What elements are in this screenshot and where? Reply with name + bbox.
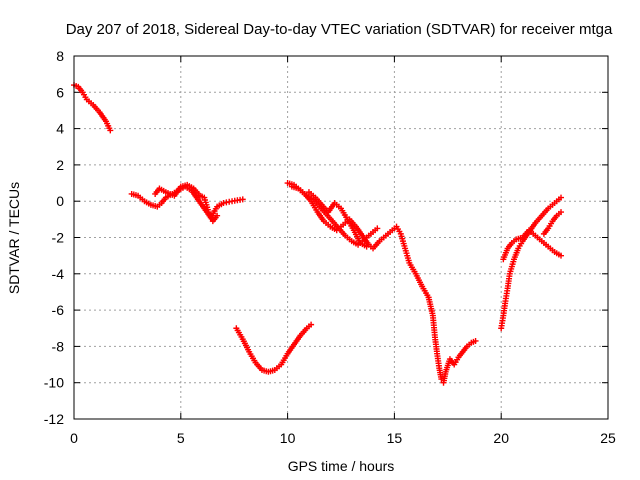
x-tick-label: 0: [70, 430, 78, 446]
y-tick-label: 0: [56, 193, 64, 209]
y-tick-label: -10: [44, 375, 64, 391]
y-tick-label: -8: [52, 338, 65, 354]
series-seg3: [233, 321, 315, 375]
x-tick-label: 15: [387, 430, 403, 446]
data-point: [214, 212, 221, 219]
series-seg4c: [305, 189, 370, 250]
series-seg4b: [288, 183, 432, 301]
series-seg6: [498, 194, 565, 332]
y-tick-label: -6: [52, 302, 65, 318]
data-point: [558, 194, 565, 201]
series-seg6c: [540, 209, 565, 237]
x-tick-label: 5: [177, 430, 185, 446]
y-tick-label: 4: [56, 121, 64, 137]
x-axis-label: GPS time / hours: [288, 458, 395, 474]
series-seg5: [425, 294, 479, 386]
data-point: [107, 127, 114, 134]
data-series: [71, 82, 565, 386]
y-tick-label: 2: [56, 157, 64, 173]
data-point: [558, 252, 565, 259]
y-tick-label: 8: [56, 48, 64, 64]
y-tick-label: -2: [52, 230, 65, 246]
series-seg1: [71, 82, 114, 134]
series-seg2: [128, 183, 246, 221]
axis-ticks: 0 5 10 15 20 25 -12 -10 -8 -6 -4 -2 0 2 4 6 8: [44, 48, 616, 446]
data-point: [239, 196, 246, 203]
data-point: [374, 225, 381, 232]
y-axis-label: SDTVAR / TECUs: [6, 182, 22, 294]
plot-frame: [73, 55, 609, 420]
grid: [74, 56, 608, 419]
x-tick-label: 25: [600, 430, 616, 446]
series-seg6b: [500, 227, 565, 263]
data-point: [558, 209, 565, 216]
y-tick-label: -12: [44, 411, 64, 427]
series-seg2b: [152, 181, 221, 225]
chart-title: Day 207 of 2018, Sidereal Day-to-day VTE…: [66, 21, 613, 38]
x-tick-label: 10: [280, 430, 296, 446]
y-tick-label: 6: [56, 84, 64, 100]
y-tick-label: -4: [52, 266, 65, 282]
data-point: [308, 321, 315, 328]
x-tick-label: 20: [493, 430, 509, 446]
data-point: [363, 243, 370, 250]
data-point: [472, 337, 479, 344]
